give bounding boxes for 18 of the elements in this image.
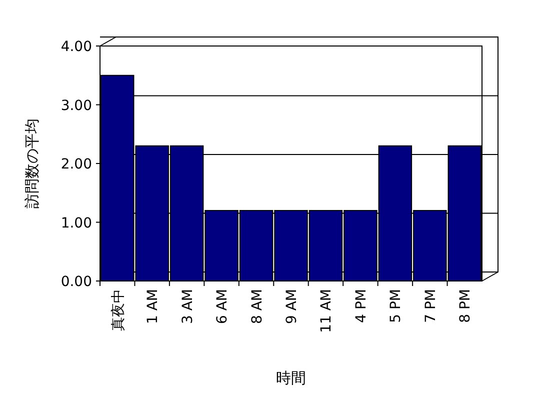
y-tick-label: 3.00 [60, 98, 92, 114]
x-tick-label: 5 PM [388, 289, 404, 323]
x-tick-label: 11 AM [318, 289, 335, 333]
x-tick-label: 6 AM [214, 289, 231, 324]
y-axis-title: 訪問数の平均 [23, 118, 41, 208]
y-tick-label: 4.00 [60, 39, 92, 55]
x-tick-label: 7 PM [422, 289, 439, 323]
x-tick-label: 9 AM [284, 289, 300, 324]
y-tick-label: 2.00 [60, 156, 92, 172]
x-tick-label: 8 AM [249, 289, 266, 324]
x-tick-label: 1 AM [145, 289, 162, 324]
x-tick-label: 8 PM [458, 289, 474, 323]
x-tick-label: 真夜中 [110, 289, 126, 331]
y-tick-label: 0.00 [60, 274, 92, 290]
y-tick-label: 1.00 [60, 215, 92, 232]
x-tick-label: 3 AM [180, 289, 196, 324]
x-tick-label: 4 PM [353, 289, 370, 323]
x-axis-title: 時間 [276, 369, 306, 387]
